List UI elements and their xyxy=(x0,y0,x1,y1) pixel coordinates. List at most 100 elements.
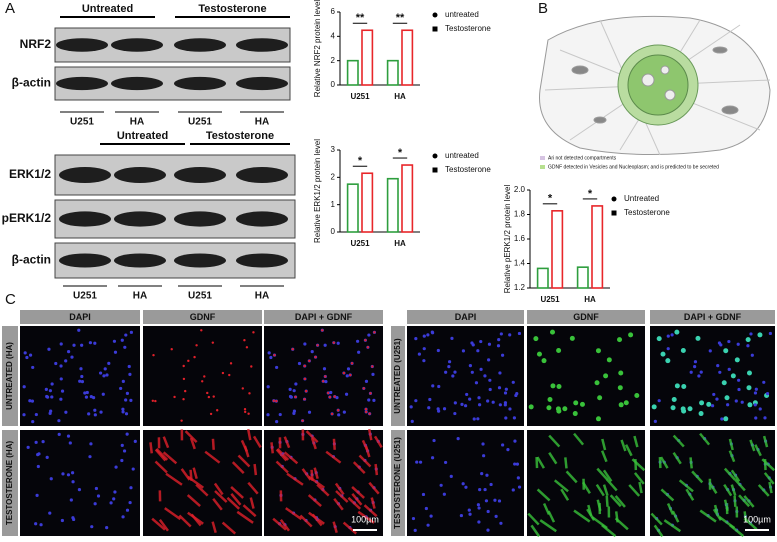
nucleus xyxy=(48,511,52,515)
cell-process xyxy=(308,475,326,489)
cell-signal xyxy=(528,404,534,410)
row-label: pERK1/2 xyxy=(2,211,52,225)
bar xyxy=(346,59,359,86)
cell-signal xyxy=(243,339,246,342)
nucleus xyxy=(501,443,505,447)
nucleus xyxy=(497,338,501,342)
micrograph xyxy=(143,326,262,426)
column-header: GDNF xyxy=(190,312,216,322)
cell-process xyxy=(596,499,602,512)
legend-swatch xyxy=(540,156,545,160)
nucleus xyxy=(503,391,508,395)
nucleus xyxy=(513,462,517,466)
nucleus xyxy=(427,406,431,410)
nucleus xyxy=(57,419,61,423)
legend-marker xyxy=(432,153,438,159)
nucleus xyxy=(72,343,76,347)
nucleus xyxy=(491,400,495,404)
legend-text: GDNF detected in Vesicles and Nucleoplas… xyxy=(548,164,719,170)
nucleus xyxy=(498,371,502,375)
nucleus xyxy=(288,387,292,391)
nucleus xyxy=(447,365,451,369)
cell-process xyxy=(370,497,376,509)
cell-process xyxy=(601,438,607,451)
nucleus xyxy=(93,413,97,417)
blot-band xyxy=(59,253,111,268)
legend-label: Testosterone xyxy=(445,24,491,33)
cell-signal xyxy=(603,373,609,379)
nucleus xyxy=(493,498,497,502)
cell-process xyxy=(154,460,168,474)
nucleus xyxy=(36,464,40,469)
nucleus xyxy=(34,412,38,417)
lane-label: HA xyxy=(130,117,144,128)
nucleus xyxy=(372,398,376,402)
cell-diagram xyxy=(539,15,771,156)
cell-process xyxy=(357,510,375,524)
nucleus xyxy=(477,520,481,524)
column-header: DAPI xyxy=(69,312,91,322)
cell-signal xyxy=(180,419,183,422)
cell-process xyxy=(283,436,291,449)
nucleus xyxy=(120,458,124,463)
blot-band xyxy=(236,38,288,52)
cell-process xyxy=(286,472,304,486)
nucleus xyxy=(417,352,421,356)
nucleus xyxy=(128,500,132,505)
nucleus xyxy=(753,391,758,395)
cell-signal xyxy=(745,337,751,343)
x-tick-label: HA xyxy=(394,92,406,101)
cell-signal xyxy=(187,359,190,363)
nucleus xyxy=(45,394,49,399)
lane-label: HA xyxy=(255,291,269,302)
y-tick-label: 1.2 xyxy=(514,283,526,292)
nucleus xyxy=(474,381,479,385)
cell-process xyxy=(162,451,178,465)
nucleus xyxy=(269,355,273,360)
nucleus xyxy=(762,380,766,384)
nucleus xyxy=(72,517,76,522)
cell-process xyxy=(666,502,675,516)
nucleus xyxy=(727,339,731,344)
cell-signal xyxy=(373,331,376,334)
nucleus xyxy=(657,399,661,403)
nucleus xyxy=(129,398,133,402)
nucleus xyxy=(418,460,423,464)
nucleus xyxy=(371,372,375,376)
nucleus xyxy=(448,360,452,364)
nucleus xyxy=(357,350,361,354)
y-tick-label: 2 xyxy=(331,172,336,181)
nucleus xyxy=(436,348,440,353)
nucleus xyxy=(754,387,758,391)
cell-signal xyxy=(660,351,666,357)
row-label: UNTREATED (U251) xyxy=(393,338,402,414)
nucleus xyxy=(430,456,435,460)
y-tick-label: 2 xyxy=(331,56,336,65)
nucleus xyxy=(109,501,113,505)
cell-signal xyxy=(617,337,623,343)
nucleus xyxy=(758,407,762,411)
nucleus xyxy=(456,437,460,441)
y-axis-label: Relative NRF2 protein level xyxy=(313,0,322,97)
blot-band xyxy=(114,211,166,227)
cell-process xyxy=(723,467,736,481)
cell-signal xyxy=(252,331,255,334)
nucleus xyxy=(480,472,484,476)
nucleus xyxy=(345,374,349,378)
cell-process xyxy=(663,519,682,533)
significance-label: * xyxy=(398,147,403,159)
cell-process xyxy=(313,467,319,480)
cell-signal xyxy=(170,348,173,351)
nucleus xyxy=(278,412,282,417)
cell-signal xyxy=(303,397,306,401)
nucleus xyxy=(322,367,327,371)
nucleus xyxy=(737,378,741,382)
nucleus xyxy=(294,382,298,386)
cell-signal xyxy=(212,395,215,398)
nucleus xyxy=(329,390,333,395)
cell-process xyxy=(660,488,675,502)
nucleus xyxy=(689,370,693,374)
cell-process xyxy=(272,517,287,531)
cell-signal xyxy=(573,400,579,406)
nucleus xyxy=(710,404,715,408)
